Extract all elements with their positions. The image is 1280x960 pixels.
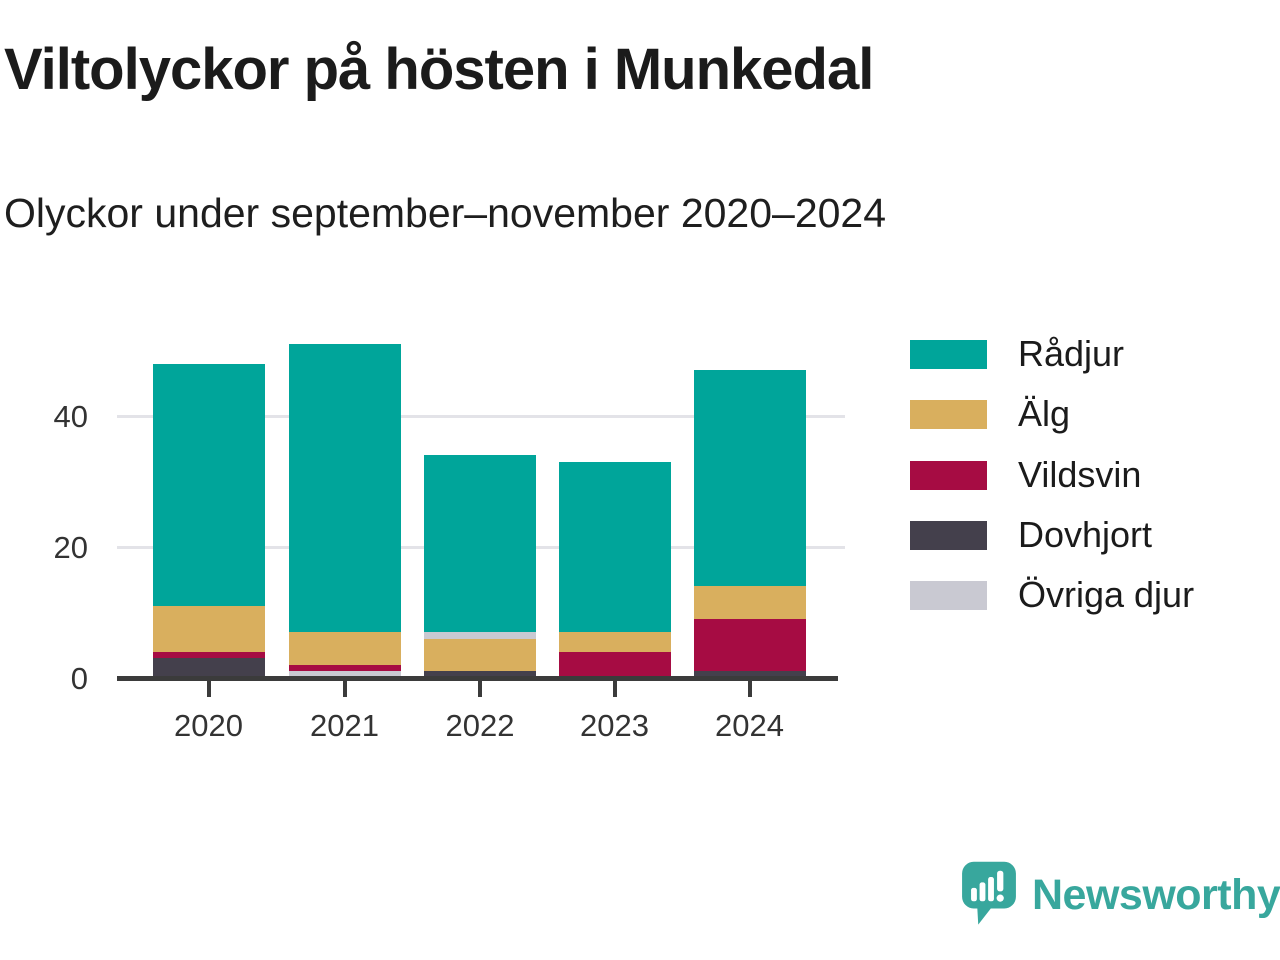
x-axis-tick — [342, 681, 347, 697]
x-axis-tick — [747, 681, 752, 697]
x-axis-tick-label: 2023 — [580, 708, 649, 743]
newsworthy-logo-text: Newsworthy — [1032, 870, 1280, 919]
x-axis-tick — [612, 681, 617, 697]
legend-label: Rådjur — [1018, 333, 1125, 374]
bar-segment--vriga-djur — [288, 671, 401, 678]
chart-title: Viltolyckor på hösten i Munkedal — [4, 37, 874, 102]
bar-segment-vildsvin — [558, 651, 671, 678]
bar-segment--lg — [152, 605, 265, 652]
legend-label: Dovhjort — [1018, 513, 1153, 555]
legend-swatch — [910, 340, 987, 369]
bar-segment--lg — [558, 632, 671, 652]
newsworthy-branding: Newsworthy — [960, 860, 1280, 930]
bar-segment-dovhjort — [152, 658, 265, 678]
bar-segment-r-djur — [558, 461, 671, 633]
x-axis-tick-label: 2020 — [174, 708, 243, 743]
bar-segment--lg — [288, 632, 401, 665]
legend-label: Älg — [1018, 393, 1071, 435]
y-axis-tick-label: 0 — [70, 661, 88, 696]
bar-segment-r-djur — [288, 343, 401, 633]
x-axis-tick-label: 2022 — [445, 708, 515, 743]
bar-2023 — [558, 461, 671, 678]
bar-segment-r-djur — [693, 370, 806, 587]
bar-segment-vildsvin — [693, 619, 806, 672]
bar-chart-speech-bubble-icon — [962, 861, 1016, 925]
chart-subtitle: Olyckor under september–november 2020–20… — [4, 190, 887, 236]
x-axis-tick — [206, 681, 211, 697]
bar-2021 — [288, 343, 401, 678]
legend-label: Vildsvin — [1018, 453, 1142, 495]
bar-2024 — [693, 370, 806, 678]
legend-swatch — [910, 581, 987, 611]
legend-swatch — [910, 520, 987, 550]
legend-label: Övriga djur — [1018, 574, 1195, 616]
x-axis-tick-label: 2024 — [715, 708, 784, 743]
bar-segment-vildsvin — [288, 664, 401, 672]
legend-swatch — [910, 400, 987, 430]
bar-segment-r-djur — [424, 455, 536, 633]
bar-segment-dovhjort — [424, 671, 536, 678]
bar-segment--lg — [424, 638, 536, 672]
y-axis-tick-label: 20 — [53, 530, 88, 565]
bar-segment--vriga-djur — [424, 632, 536, 639]
bar-2022 — [424, 455, 536, 678]
legend-swatch — [910, 460, 987, 490]
x-axis-line — [117, 676, 838, 681]
bar-2020 — [152, 363, 265, 678]
x-axis-tick — [478, 681, 482, 697]
bar-segment--lg — [693, 586, 806, 620]
x-axis-tick-label: 2021 — [310, 708, 379, 743]
bar-segment-r-djur — [152, 363, 265, 606]
bar-segment-vildsvin — [152, 651, 265, 659]
y-axis-tick-label: 40 — [53, 399, 88, 434]
bar-segment-dovhjort — [693, 671, 806, 678]
gridline-y40 — [117, 414, 845, 418]
